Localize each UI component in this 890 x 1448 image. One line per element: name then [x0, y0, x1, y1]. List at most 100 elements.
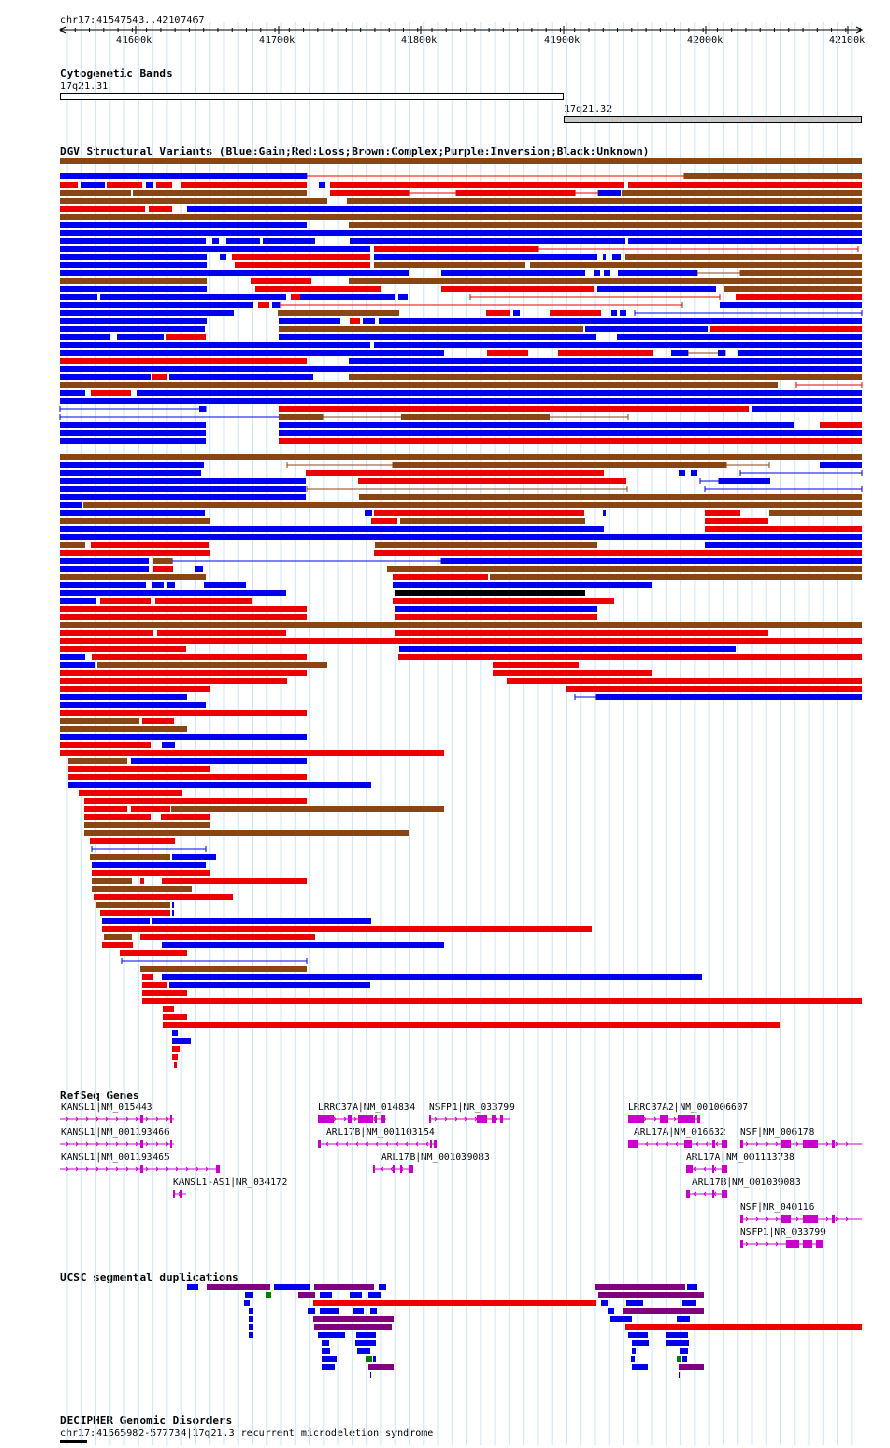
segdup-feature: [266, 1292, 271, 1298]
sv-feature: [493, 662, 579, 668]
sv-feature: [220, 254, 226, 260]
sv-feature: [60, 566, 149, 572]
decipher-feature-label[interactable]: chr17:41565982-577734|17q21.3 recurrent …: [60, 1428, 434, 1439]
sv-feature: [169, 982, 370, 988]
gene-label[interactable]: ARL17A|NM_001113738: [686, 1152, 795, 1163]
sv-feature: [719, 478, 770, 484]
gene-label[interactable]: KANSL1|NM_001193466: [61, 1127, 170, 1138]
gene-label[interactable]: ARL17B|NM_001039083: [692, 1177, 801, 1188]
gene-strand-arrow: [825, 1141, 829, 1147]
sv-feature: [60, 190, 131, 196]
gene-strand-arrow: [765, 1141, 769, 1147]
sv-feature: [395, 614, 597, 620]
gene-label[interactable]: NSFP1|NR_033799: [429, 1102, 515, 1113]
gene-exon: [628, 1115, 644, 1123]
gene-strand-arrow: [805, 1241, 809, 1247]
sv-feature: [172, 902, 174, 908]
gene-label[interactable]: ARL17B|NM_001103154: [326, 1127, 435, 1138]
gene-label[interactable]: NSFP1|NR_033799: [740, 1227, 826, 1238]
sv-feature: [60, 494, 306, 500]
sv-feature: [235, 262, 370, 268]
gene-label[interactable]: ARL17B|NM_001039083: [381, 1152, 490, 1163]
ruler-tick-label: 41800k: [401, 35, 438, 46]
sv-feature: [60, 622, 862, 628]
sv-feature: [603, 254, 606, 260]
sv-feature: [91, 542, 209, 548]
sv-feature: [330, 190, 409, 196]
gene-model[interactable]: [686, 1165, 727, 1173]
sv-feature: [163, 1006, 174, 1012]
gene-exon: [628, 1140, 638, 1148]
segdup-feature: [666, 1340, 689, 1346]
sv-feature: [374, 550, 862, 556]
sv-feature: [102, 942, 133, 948]
sv-feature: [60, 278, 207, 284]
dgv-track-title[interactable]: DGV Structural Variants (Blue:Gain;Red:L…: [60, 145, 650, 158]
gene-strand-arrow: [815, 1216, 819, 1222]
gene-label[interactable]: LRRC37A|NM_014834: [318, 1102, 416, 1113]
sv-feature: [611, 310, 617, 316]
gene-label[interactable]: ARL17A|NM_016632: [634, 1127, 726, 1138]
sv-feature: [92, 878, 132, 884]
gene-label[interactable]: KANSL1|NM_001193465: [61, 1152, 170, 1163]
gene-label[interactable]: NSF|NR_040116: [740, 1202, 815, 1213]
gene-model[interactable]: [373, 1165, 413, 1173]
sv-feature: [162, 742, 175, 748]
gene-strand-arrow: [795, 1141, 799, 1147]
gene-exon: [216, 1165, 220, 1173]
gene-model[interactable]: [60, 1115, 174, 1123]
gene-model[interactable]: [429, 1115, 510, 1123]
gene-model[interactable]: [318, 1140, 437, 1148]
segdup-feature: [379, 1284, 386, 1290]
gene-model[interactable]: [173, 1190, 186, 1198]
sv-feature: [60, 358, 307, 364]
sv-feature: [60, 518, 210, 524]
refseq-track-title[interactable]: RefSeq Genes: [60, 1089, 140, 1102]
sv-feature: [60, 294, 97, 300]
gene-strand-arrow: [713, 1166, 717, 1172]
sv-feature: [131, 758, 307, 764]
gene-model[interactable]: [740, 1140, 862, 1148]
gene-model[interactable]: [740, 1240, 823, 1248]
gene-exon: [781, 1215, 791, 1223]
sv-feature: [195, 566, 203, 572]
gene-label[interactable]: KANSL1-AS1|NR_034172: [173, 1177, 288, 1188]
gene-model[interactable]: [60, 1140, 174, 1148]
segdup-track-title[interactable]: UCSC segmental duplications: [60, 1271, 239, 1284]
gene-model[interactable]: [740, 1215, 862, 1223]
sv-feature: [60, 486, 306, 492]
segdup-feature: [623, 1308, 704, 1314]
cytoband-track-title[interactable]: Cytogenetic Bands: [60, 67, 173, 80]
gene-model[interactable]: [686, 1190, 727, 1198]
sv-feature: [60, 158, 862, 164]
sv-feature: [149, 206, 172, 212]
sv-feature: [456, 190, 575, 196]
segdup-feature: [370, 1308, 377, 1314]
sv-feature: [691, 470, 697, 476]
gene-strand-arrow: [785, 1241, 789, 1247]
gene-label[interactable]: LRRC37A2|NM_001006607: [628, 1102, 749, 1113]
sv-feature: [60, 750, 444, 756]
gene-model[interactable]: [628, 1115, 700, 1123]
sv-feature: [91, 390, 131, 396]
gene-label[interactable]: KANSL1|NM_015443: [61, 1102, 153, 1113]
gene-model[interactable]: [318, 1115, 386, 1123]
sv-feature: [60, 550, 210, 556]
gene-label[interactable]: NSF|NM_006178: [740, 1127, 815, 1138]
gene-strand-arrow: [745, 1241, 749, 1247]
segdup-feature: [322, 1356, 337, 1362]
segdup-feature: [353, 1308, 364, 1314]
sv-feature: [60, 606, 307, 612]
gene-exon: [140, 1165, 143, 1173]
decipher-track-title[interactable]: DECIPHER Genomic Disorders: [60, 1414, 233, 1427]
cytoband-label: 17q21.31: [60, 81, 109, 92]
segdup-feature: [356, 1332, 376, 1338]
sv-feature: [530, 262, 862, 268]
gene-model[interactable]: [628, 1140, 727, 1148]
sv-feature: [258, 302, 269, 308]
gene-strand-arrow: [643, 1116, 647, 1122]
gene-strand-arrow: [805, 1216, 809, 1222]
gene-model[interactable]: [60, 1165, 220, 1173]
gene-strand-arrow: [683, 1116, 687, 1122]
sv-feature: [60, 710, 307, 716]
